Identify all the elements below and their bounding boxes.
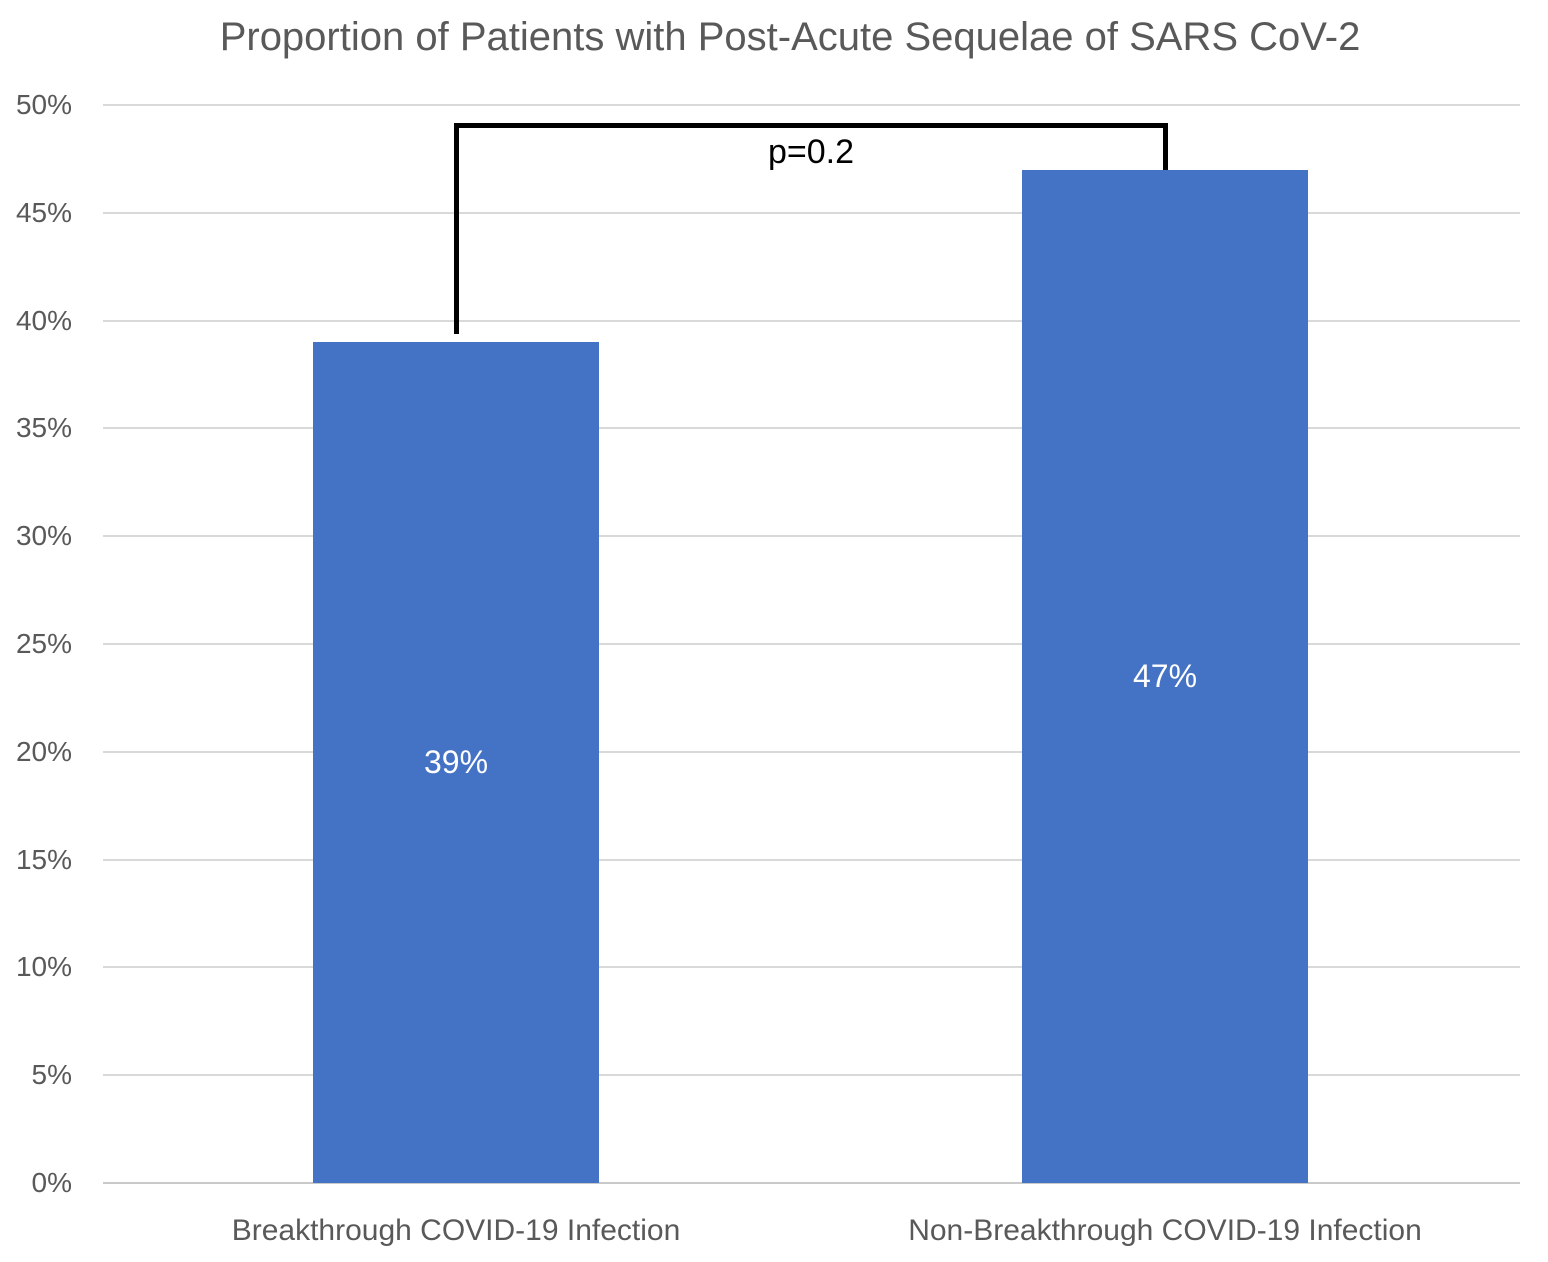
y-axis-tick-label: 50% — [15, 89, 72, 120]
gridline — [103, 104, 1520, 106]
gridline — [103, 319, 1520, 322]
significance-bracket-right-vertical — [1163, 123, 1168, 170]
y-axis-tick-label: 10% — [15, 951, 72, 983]
y-axis-tick-label: 30% — [15, 520, 72, 552]
gridline — [103, 1074, 1520, 1077]
bar-value-label: 39% — [423, 744, 489, 781]
x-axis-category-label: Non-Breakthrough COVID-19 Infection — [908, 1214, 1422, 1247]
significance-bracket-left-vertical — [454, 123, 459, 335]
gridline — [103, 643, 1520, 645]
y-axis-tick-label: 40% — [15, 304, 72, 336]
gridline — [103, 1182, 1520, 1184]
gridline — [103, 427, 1520, 430]
gridline — [103, 750, 1520, 753]
y-axis-tick-label: 0% — [31, 1167, 72, 1198]
gridline — [103, 966, 1520, 969]
significance-bracket-horizontal — [454, 123, 1167, 128]
y-axis-tick-label: 5% — [31, 1059, 72, 1091]
gridline — [103, 211, 1520, 214]
chart-title: Proportion of Patients with Post-Acute S… — [219, 15, 1361, 59]
y-axis-tick-label: 45% — [15, 196, 72, 228]
gridline — [103, 535, 1520, 538]
p-value-label: p=0.2 — [767, 133, 855, 171]
bar: 39% — [313, 342, 599, 1183]
y-axis-tick-label: 35% — [15, 412, 72, 444]
y-axis-tick-label: 15% — [15, 843, 72, 875]
x-axis-category-label: Breakthrough COVID-19 Infection — [231, 1214, 681, 1247]
bar-value-label: 47% — [1132, 657, 1198, 694]
y-axis-tick-label: 20% — [15, 735, 72, 767]
bar: 47% — [1022, 169, 1308, 1183]
y-axis-tick-label: 25% — [15, 628, 72, 659]
gridline — [103, 858, 1520, 861]
